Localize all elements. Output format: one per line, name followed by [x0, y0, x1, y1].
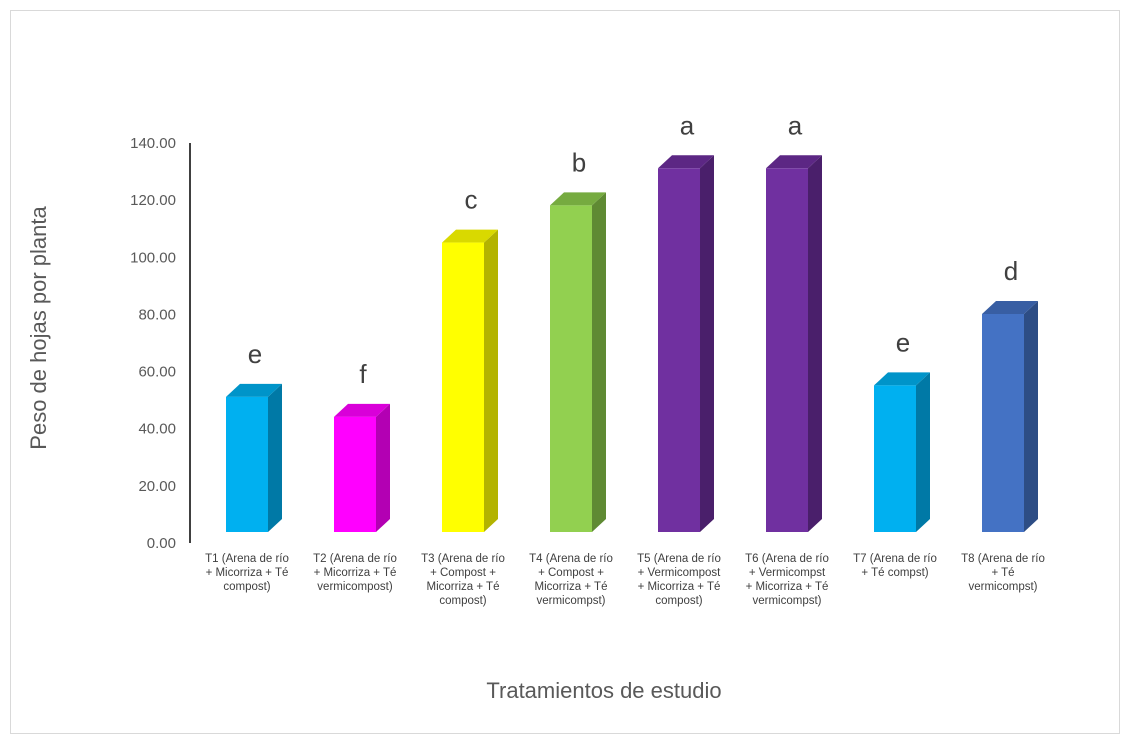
bar-front [226, 396, 268, 532]
bar-front [442, 242, 484, 533]
bar-top [874, 372, 930, 386]
bar-side [1024, 301, 1038, 532]
bar-side [700, 155, 714, 533]
bar-top [226, 383, 282, 397]
bar-top [550, 192, 606, 206]
category-label-line: + Micorriza + Té [314, 567, 397, 579]
significance-letter: d [1004, 256, 1018, 286]
bar-top [442, 229, 498, 243]
category-label-line: Micorriza + Té [427, 581, 500, 593]
category-label-line: + Micorriza + Té [206, 567, 289, 579]
bar-front [766, 168, 808, 533]
bar-front [334, 416, 376, 532]
category-label-line: T3 (Arena de río [421, 553, 505, 565]
y-tick-label: 140.00 [130, 135, 176, 152]
category-label-line: vermicompost) [317, 581, 393, 593]
category-label: T6 (Arena de río + Vermicompst + Micorriza… [745, 553, 829, 607]
significance-letter: f [359, 359, 367, 389]
bar-side [916, 372, 930, 532]
category-label-line: + Vermicompst [749, 567, 826, 579]
bar-front [658, 168, 700, 533]
bar-3 [442, 229, 498, 533]
significance-letter: e [896, 327, 910, 357]
bars [226, 155, 1038, 533]
bar-side [484, 229, 498, 533]
category-label-line: T6 (Arena de río [745, 553, 829, 565]
bar-top [766, 155, 822, 169]
bar-6 [766, 155, 822, 533]
category-label-line: compost) [223, 581, 270, 593]
significance-letter: a [788, 110, 803, 140]
category-labels: T1 (Arena de río + Micorriza + Té compost)… [205, 553, 1045, 607]
category-label-line: + Compost + [538, 567, 604, 579]
category-label: T7 (Arena de río + Té compst) [853, 553, 937, 579]
category-label-line: vermicompst) [752, 595, 821, 607]
category-label-line: compost) [439, 595, 486, 607]
category-label-line: T5 (Arena de río [637, 553, 721, 565]
category-label-line: vermicompst) [536, 595, 605, 607]
y-tick-label: 80.00 [138, 306, 176, 323]
category-label-line: + Compost + [430, 567, 496, 579]
category-label-line: + Vermicompost [638, 567, 722, 579]
significance-letter: a [680, 110, 695, 140]
bar-top [334, 403, 390, 417]
bar-5 [658, 155, 714, 533]
category-label-line: + Té [991, 567, 1014, 579]
category-label-line: compost) [655, 595, 702, 607]
category-label-line: T7 (Arena de río [853, 553, 937, 565]
bar-4 [550, 192, 606, 532]
bar-side [592, 192, 606, 532]
y-tick-label: 20.00 [138, 478, 176, 495]
significance-letter: c [465, 185, 478, 215]
bar-8 [982, 301, 1038, 532]
y-tick-label: 100.00 [130, 249, 176, 266]
bar-top [982, 301, 1038, 314]
y-axis-ticks: 0.00 20.00 40.00 60.00 80.00 100.00 120.00 140.… [130, 135, 176, 552]
category-label-line: T1 (Arena de río [205, 553, 289, 565]
category-label-line: + Té compst) [861, 567, 928, 579]
bar-1 [226, 383, 282, 532]
category-label: T5 (Arena de río + Vermicompost + Micorriz… [637, 553, 721, 607]
category-label: T3 (Arena de río + Compost + Micorriza + T… [421, 553, 505, 607]
bar-front [982, 314, 1024, 532]
significance-letter: e [248, 339, 262, 369]
category-label: T2 (Arena de río + Micorriza + Té vermicom… [313, 553, 397, 593]
bar-front [874, 385, 916, 532]
bar-side [268, 383, 282, 532]
category-label: T4 (Arena de río + Compost + Micorriza + T… [529, 553, 613, 607]
y-tick-label: 40.00 [138, 421, 176, 438]
significance-letter: b [572, 147, 586, 177]
y-axis-title-group: Peso de hojas por planta [26, 206, 51, 450]
bar-side [376, 403, 390, 532]
y-tick-label: 0.00 [147, 535, 176, 552]
bar-front [550, 205, 592, 532]
category-label: T8 (Arena de río + Té vermicompst) [961, 553, 1045, 593]
category-label-line: T4 (Arena de río [529, 553, 613, 565]
y-axis-title: Peso de hojas por planta [26, 206, 51, 450]
x-axis-title: Tratamientos de estudio [486, 678, 721, 703]
bar-2 [334, 403, 390, 532]
category-label-line: + Micorriza + Té [638, 581, 721, 593]
category-label-line: + Micorriza + Té [746, 581, 829, 593]
bar-side [808, 155, 822, 533]
category-label-line: T2 (Arena de río [313, 553, 397, 565]
y-tick-label: 120.00 [130, 192, 176, 209]
bar-top [658, 155, 714, 169]
category-label-line: Micorriza + Té [535, 581, 608, 593]
category-label-line: T8 (Arena de río [961, 553, 1045, 565]
significance-letters: e f c b a a e d [248, 110, 1018, 389]
bar-7 [874, 372, 930, 532]
y-tick-label: 60.00 [138, 364, 176, 381]
category-label: T1 (Arena de río + Micorriza + Té compost) [205, 553, 289, 593]
category-label-line: vermicompst) [968, 581, 1037, 593]
